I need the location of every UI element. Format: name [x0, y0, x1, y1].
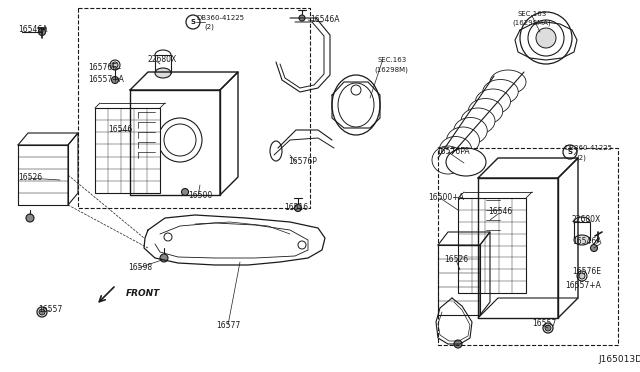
Ellipse shape: [270, 141, 282, 161]
Circle shape: [182, 189, 189, 196]
Circle shape: [577, 271, 587, 281]
Circle shape: [543, 323, 553, 333]
Ellipse shape: [483, 80, 518, 104]
Circle shape: [160, 254, 168, 262]
Text: 16546A: 16546A: [18, 26, 47, 35]
Circle shape: [110, 60, 120, 70]
Ellipse shape: [332, 75, 380, 135]
Ellipse shape: [454, 118, 487, 144]
Text: 16526: 16526: [444, 256, 468, 264]
Bar: [574, 222, 590, 240]
Text: 16576P: 16576P: [288, 157, 317, 167]
Circle shape: [545, 325, 551, 331]
Bar: [458, 198, 526, 293]
Text: 16576E: 16576E: [88, 64, 117, 73]
Circle shape: [454, 340, 462, 348]
Text: 16546: 16546: [108, 125, 132, 135]
Text: 16500: 16500: [188, 190, 212, 199]
Ellipse shape: [468, 99, 503, 124]
Text: 16557: 16557: [38, 305, 62, 314]
Circle shape: [528, 20, 564, 56]
Circle shape: [351, 85, 361, 95]
Text: 16557: 16557: [532, 320, 556, 328]
Circle shape: [579, 273, 585, 279]
Text: S: S: [568, 149, 573, 155]
Text: 16598: 16598: [128, 263, 152, 273]
Text: 16546A: 16546A: [572, 237, 602, 247]
Text: SEC.163: SEC.163: [518, 11, 547, 17]
Ellipse shape: [338, 83, 374, 127]
Text: 16557+A: 16557+A: [88, 74, 124, 83]
Ellipse shape: [574, 235, 590, 245]
Text: 22680X: 22680X: [572, 215, 601, 224]
Circle shape: [164, 233, 172, 241]
Ellipse shape: [446, 148, 486, 176]
Circle shape: [299, 15, 305, 21]
Text: (16298M): (16298M): [374, 67, 408, 73]
Circle shape: [298, 241, 306, 249]
Text: 16546A: 16546A: [310, 16, 339, 25]
Circle shape: [39, 309, 45, 315]
Text: 16577: 16577: [216, 321, 240, 330]
Circle shape: [591, 244, 598, 251]
Bar: [155, 55, 171, 73]
Ellipse shape: [432, 146, 464, 174]
Circle shape: [536, 28, 556, 48]
Circle shape: [111, 77, 118, 83]
Circle shape: [294, 205, 301, 212]
Circle shape: [563, 145, 577, 159]
Text: 16516: 16516: [284, 203, 308, 212]
Text: J165013D: J165013D: [598, 356, 640, 365]
Ellipse shape: [574, 217, 590, 227]
Circle shape: [158, 118, 202, 162]
Circle shape: [520, 12, 572, 64]
Text: 16500+A: 16500+A: [428, 193, 464, 202]
Text: 16526: 16526: [18, 173, 42, 183]
Circle shape: [38, 29, 45, 35]
Ellipse shape: [439, 137, 472, 164]
Circle shape: [112, 62, 118, 68]
Text: DB360-41225: DB360-41225: [564, 145, 612, 151]
Text: 16546: 16546: [488, 208, 512, 217]
Ellipse shape: [155, 50, 171, 60]
Text: 16576PA: 16576PA: [436, 148, 470, 157]
Ellipse shape: [447, 127, 479, 154]
Ellipse shape: [476, 89, 511, 114]
Text: S: S: [191, 19, 195, 25]
Text: 16557+A: 16557+A: [565, 282, 601, 291]
Text: 22680X: 22680X: [148, 55, 177, 64]
Circle shape: [164, 124, 196, 156]
Text: 16576E: 16576E: [572, 267, 601, 276]
Bar: [95, 108, 160, 193]
Ellipse shape: [155, 68, 171, 78]
Text: FRONT: FRONT: [126, 289, 160, 298]
Text: (2): (2): [204, 24, 214, 30]
Circle shape: [37, 307, 47, 317]
Ellipse shape: [490, 70, 526, 94]
Circle shape: [26, 214, 34, 222]
Text: SEC.163: SEC.163: [378, 57, 407, 63]
Circle shape: [186, 15, 200, 29]
Ellipse shape: [461, 108, 495, 134]
Text: (16298MA): (16298MA): [512, 20, 550, 26]
Text: DB360-41225: DB360-41225: [196, 15, 244, 21]
Text: (2): (2): [576, 155, 586, 161]
